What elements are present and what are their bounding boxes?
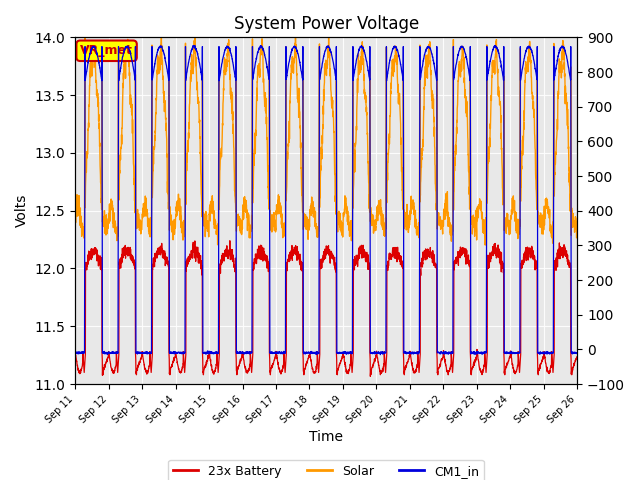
Y-axis label: Volts: Volts	[15, 194, 29, 228]
Legend: 23x Battery, Solar, CM1_in: 23x Battery, Solar, CM1_in	[168, 459, 484, 480]
X-axis label: Time: Time	[309, 431, 343, 444]
Title: System Power Voltage: System Power Voltage	[234, 15, 419, 33]
Text: VR_met: VR_met	[80, 44, 133, 57]
